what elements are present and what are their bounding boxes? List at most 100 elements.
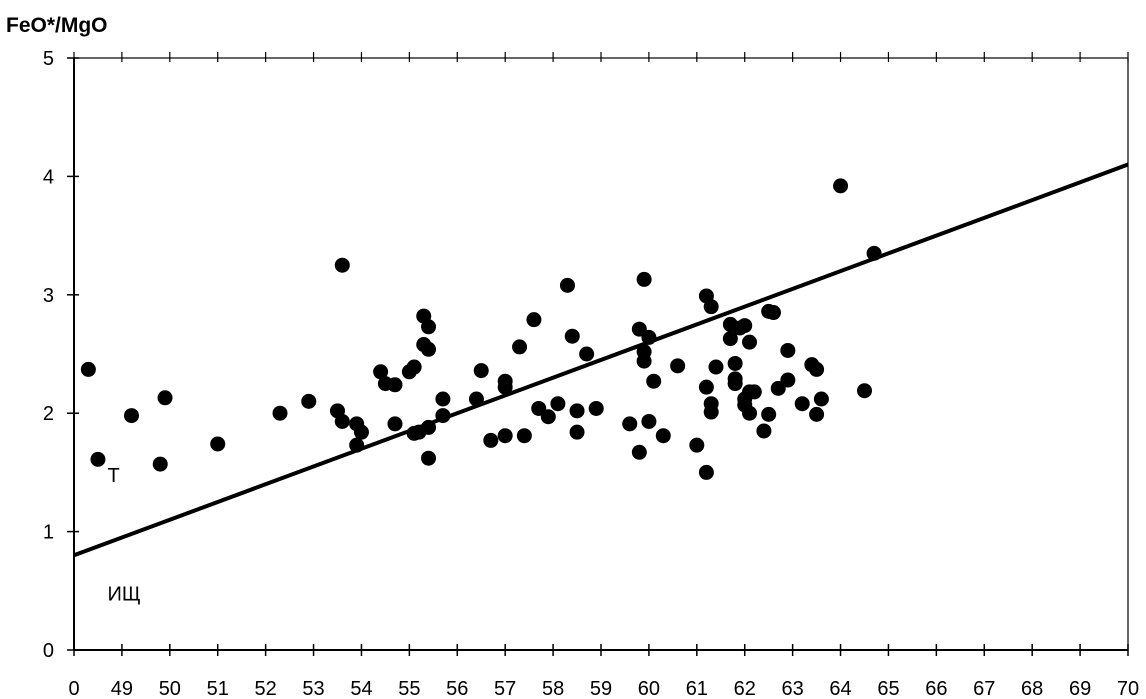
data-point [703,404,719,420]
data-point [210,436,226,452]
data-point [272,405,288,421]
data-point [406,359,422,375]
data-point [334,257,350,273]
data-point [722,331,738,347]
data-point [550,396,566,412]
data-point [468,391,484,407]
data-point [569,403,585,419]
data-point [641,413,657,429]
data-point [559,277,575,293]
x-tick-label: 55 [398,678,420,699]
data-point [90,451,106,467]
region-label-upper: Т [108,465,120,487]
data-point [765,305,781,321]
data-point [512,339,528,355]
data-points [80,178,882,480]
data-point [833,178,849,194]
plot-border [73,57,1129,651]
data-point [809,361,825,377]
data-point [698,379,714,395]
data-point [646,373,662,389]
region-label-lower: ИЩ [108,583,141,605]
data-point [387,377,403,393]
x-tick-label: 69 [1069,678,1091,699]
x-tick-label: 65 [877,678,899,699]
trend-line [73,162,1129,558]
data-point [742,405,758,421]
data-point [780,372,796,388]
y-tick-label: 4 [43,166,54,188]
x-tick-label: 52 [255,678,277,699]
data-point [655,428,671,444]
data-point [727,376,743,392]
data-point [636,271,652,287]
data-point [809,406,825,422]
data-point [301,393,317,409]
data-point [421,419,437,435]
x-tick-label: 68 [1021,678,1043,699]
divider-line [73,162,1129,558]
data-point [483,432,499,448]
region-labels: Т ИЩ [108,465,141,605]
data-point [670,358,686,374]
data-point [421,450,437,466]
x-tick-label: 59 [590,678,612,699]
x-tick-label: 67 [973,678,995,699]
x-tick-label: 70 [1117,678,1139,699]
data-point [421,341,437,357]
data-point [857,383,872,399]
y-tick-label: 0 [43,640,54,662]
data-point [435,408,451,424]
x-tick-label: 54 [350,678,372,699]
data-point [794,396,810,412]
data-point [689,437,705,453]
data-point [742,334,758,350]
y-tick-label: 5 [43,48,54,70]
data-point [737,318,753,334]
data-point [80,361,96,377]
x-tick-label: 60 [638,678,660,699]
data-point [579,346,595,362]
x-tick-label: 49 [111,678,133,699]
data-point [780,342,796,358]
x-tick-label: 61 [686,678,708,699]
data-point [727,355,743,371]
x-tick-label: 66 [925,678,947,699]
x-tick-label: 63 [782,678,804,699]
data-point [588,400,604,416]
data-point [497,428,513,444]
data-point [540,409,556,425]
data-point [334,413,350,429]
y-tick-label: 1 [43,522,54,544]
data-point [813,391,829,407]
data-point [349,437,365,453]
data-point [473,363,489,379]
data-point [152,456,168,472]
data-point [746,384,762,400]
x-tick-label: 50 [159,678,181,699]
y-tick-label: 2 [43,403,54,425]
x-tick-label: 53 [302,678,324,699]
data-point [756,423,772,439]
x-tick-label: 57 [494,678,516,699]
data-point [387,416,403,432]
data-point [435,391,451,407]
data-point [526,312,542,328]
data-point [157,390,173,406]
data-point [698,464,714,480]
x-tick-label: 51 [207,678,229,699]
data-point [708,359,724,375]
axes [73,58,1128,651]
x-tick-label: 58 [542,678,564,699]
data-point [564,328,580,344]
data-point [516,428,532,444]
data-point [123,408,139,424]
x-tick-label: 62 [734,678,756,699]
data-point [421,319,437,335]
y-tick-label: 3 [43,285,54,307]
data-point [631,444,647,460]
data-point [497,379,513,395]
data-point [641,329,657,345]
